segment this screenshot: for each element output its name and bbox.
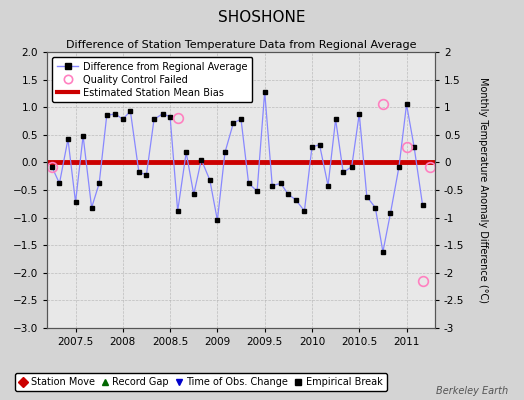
Legend: Station Move, Record Gap, Time of Obs. Change, Empirical Break: Station Move, Record Gap, Time of Obs. C… [15, 373, 387, 391]
Title: Difference of Station Temperature Data from Regional Average: Difference of Station Temperature Data f… [66, 40, 416, 50]
Text: SHOSHONE: SHOSHONE [219, 10, 305, 25]
Text: Berkeley Earth: Berkeley Earth [436, 386, 508, 396]
Legend: Difference from Regional Average, Quality Control Failed, Estimated Station Mean: Difference from Regional Average, Qualit… [52, 57, 253, 102]
Y-axis label: Monthly Temperature Anomaly Difference (°C): Monthly Temperature Anomaly Difference (… [478, 77, 488, 303]
